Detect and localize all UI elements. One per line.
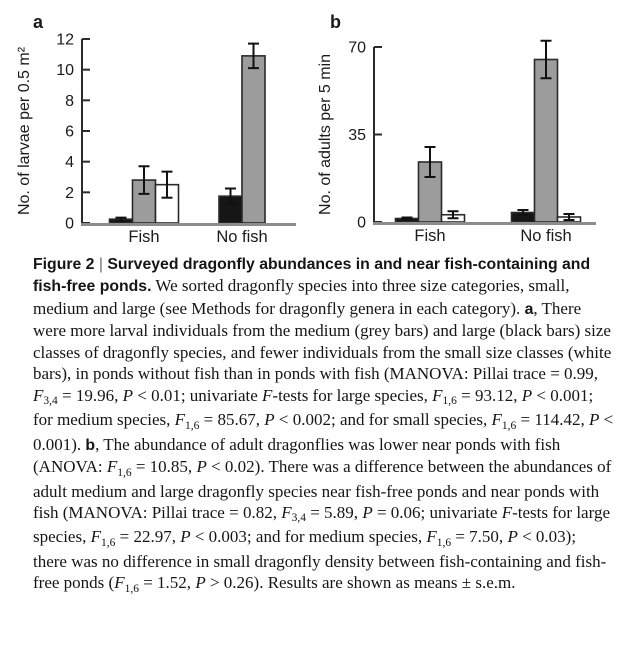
y-tick-label: 8 xyxy=(65,93,74,110)
y-tick-label: 10 xyxy=(56,62,74,79)
y-tick-label: 70 xyxy=(348,40,366,57)
caption-segment: F xyxy=(174,410,186,430)
caption-segment: F xyxy=(281,502,292,522)
caption-segment: Figure 2 xyxy=(33,256,95,273)
caption-segment: = 19.96, xyxy=(57,385,123,405)
y-tick-label: 2 xyxy=(65,185,74,202)
caption-segment: > 0.26). Results are shown as means ± s.… xyxy=(205,573,516,593)
y-tick-label: 0 xyxy=(65,216,74,233)
caption-segment: F xyxy=(262,385,273,405)
caption-segment: We sorted dragonfly species into three s… xyxy=(33,276,570,318)
caption-segment: -tests for large species, xyxy=(33,502,610,547)
category-label: Fish xyxy=(414,227,445,245)
caption-segment: = 0.06; univariate xyxy=(372,502,502,522)
panel-letter-a: a xyxy=(33,12,44,32)
caption-segment: 3,4 xyxy=(291,512,306,525)
caption-segment: F xyxy=(491,410,502,430)
caption-segment: 3,4 xyxy=(43,395,58,408)
caption-segment: F xyxy=(33,385,44,405)
caption-segment: < 0.02). There was a difference between … xyxy=(33,457,612,522)
caption-segment: 1,6 xyxy=(501,419,517,432)
caption-segment: P xyxy=(507,527,518,547)
caption-segment: | xyxy=(94,256,108,273)
y-tick-label: 35 xyxy=(348,127,366,144)
caption-segment: F xyxy=(114,573,125,593)
panel-a-bar-chart: aNo. of larvae per 0.5 m² 0 2 4 6 8 10 12 Fish No… xyxy=(16,12,296,246)
figure-caption: Figure 2 | Surveyed dragonfly abundances… xyxy=(33,253,614,597)
caption-segment: < 0.03); there was no difference in smal… xyxy=(33,527,607,593)
caption-segment: 1,6 xyxy=(442,395,457,408)
caption-segment: 1,6 xyxy=(124,582,139,595)
caption-segment: 1,6 xyxy=(100,536,116,549)
caption-segment: = 1.52, xyxy=(138,573,196,593)
caption-segment: P xyxy=(264,410,275,430)
caption-segment: = 22.97, xyxy=(115,527,181,547)
caption-segment: 1,6 xyxy=(185,419,200,432)
caption-segment: P xyxy=(196,457,207,477)
panel-letter-b: b xyxy=(330,12,341,32)
caption-segment: 1,6 xyxy=(436,536,452,549)
caption-segment: = 114.42, xyxy=(516,410,589,430)
caption-segment: < 0.003; and for medium species, xyxy=(190,527,427,547)
charts-row: a No. of larvae per 0.5 m² 0 2 4 6 8 10 12 Fish No… xyxy=(0,0,622,252)
caption-segment: < 0.01; univariate xyxy=(133,385,263,405)
y-tick-label: 4 xyxy=(65,154,74,171)
caption-segment: < 0.001; for medium species, xyxy=(33,385,594,430)
category-label: No fish xyxy=(216,228,267,246)
caption-segment: , The abundance of adult dragonflies was… xyxy=(33,434,561,477)
caption-segment: < 0.002; and for small species, xyxy=(274,410,492,430)
bar-medium-no-fish xyxy=(241,55,266,224)
caption-segment: F xyxy=(106,457,118,477)
caption-segment: P xyxy=(362,502,373,522)
caption-segment: F xyxy=(501,502,513,522)
caption-segment: P xyxy=(195,573,206,593)
caption-segment: = 7.50, xyxy=(451,527,508,547)
caption-segment: < 0.001). xyxy=(33,410,614,454)
caption-segment: P xyxy=(180,527,191,547)
caption-segment: = 10.85, xyxy=(131,457,197,477)
caption-segment: 1,6 xyxy=(117,466,132,479)
caption-segment: Surveyed dragonfly abundances in and nea… xyxy=(33,256,591,296)
y-tick-label: 6 xyxy=(65,124,74,141)
caption-segment: a xyxy=(524,300,534,318)
caption-segment: P xyxy=(122,385,133,405)
y-axis-title: No. of adults per 5 min xyxy=(317,54,334,215)
bar-medium-no-fish xyxy=(533,58,559,223)
caption-segment: P xyxy=(588,410,600,430)
y-tick-label: 0 xyxy=(357,215,366,232)
category-label: No fish xyxy=(520,227,571,245)
caption-segment: F xyxy=(432,385,443,405)
caption-segment: = 93.12, xyxy=(456,385,522,405)
caption-segment: b xyxy=(85,436,96,454)
y-axis-title: No. of larvae per 0.5 m² xyxy=(16,46,33,215)
caption-segment: -tests for large species, xyxy=(272,385,433,405)
caption-segment: F xyxy=(426,527,437,547)
category-label: Fish xyxy=(128,228,159,246)
y-tick-label: 12 xyxy=(56,32,74,49)
caption-segment: P xyxy=(521,385,533,405)
caption-segment: , There were more larval individuals fro… xyxy=(33,298,612,384)
caption-segment: = 85.67, xyxy=(199,410,265,430)
panel-b-bar-chart: b No. of adults per 5 min 0 35 70 Fish No fish xyxy=(317,12,596,245)
caption-segment: = 5.89, xyxy=(305,502,363,522)
caption-segment: F xyxy=(90,527,101,547)
